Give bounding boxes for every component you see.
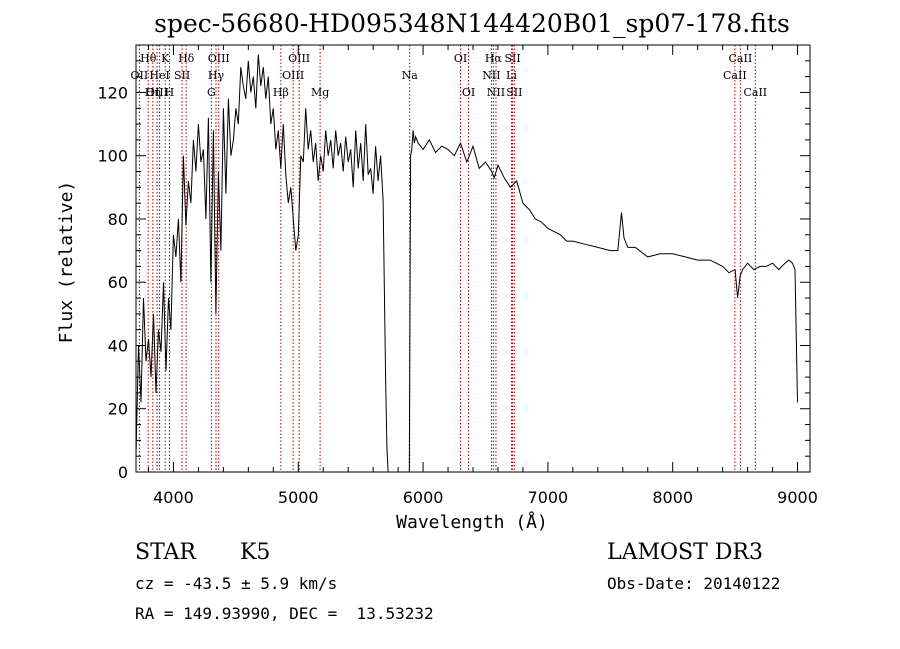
line-label-26: SII <box>506 86 522 99</box>
survey-name: LAMOST DR3 <box>607 540 763 565</box>
redshift-cz: cz = -43.5 ± 5.9 km/s <box>135 574 338 593</box>
x-tick-label: 9000 <box>777 488 818 507</box>
coordinates: RA = 149.93990, DEC = 13.53232 <box>135 604 434 623</box>
line-label-2: Hδ <box>178 52 195 65</box>
line-label-13: OIII <box>282 69 304 82</box>
x-tick-label: 5000 <box>278 488 319 507</box>
spectral-subclass: K5 <box>240 540 271 565</box>
line-label-6: Hα <box>485 52 503 65</box>
line-label-10: HeI <box>149 69 169 82</box>
y-tick-label: 60 <box>108 273 128 292</box>
line-label-27: CaII <box>743 86 767 99</box>
spectral-line-markers <box>138 45 756 472</box>
line-label-21: G <box>207 86 216 99</box>
observation-date: Obs-Date: 20140122 <box>607 574 781 593</box>
line-label-7: SII <box>504 52 520 65</box>
chart-title: spec-56680-HD095348N144420B01_sp07-178.f… <box>154 9 790 38</box>
line-label-19: Hη <box>145 86 161 99</box>
line-label-4: OIII <box>288 52 310 65</box>
line-label-12: Hγ <box>208 69 225 82</box>
x-axis-label: Wavelength (Å) <box>396 511 548 533</box>
line-label-14: Na <box>402 69 419 82</box>
y-axis: 0 20 40 60 80 100 120 <box>97 60 810 482</box>
line-label-23: Mg <box>311 86 329 99</box>
x-tick-label: 6000 <box>403 488 444 507</box>
x-tick-label: 8000 <box>652 488 693 507</box>
y-tick-label: 20 <box>108 400 128 419</box>
line-label-17: CaII <box>723 69 747 82</box>
line-label-5: OI <box>454 52 467 65</box>
line-label-8: CaII <box>729 52 753 65</box>
line-label-20: H <box>165 86 175 99</box>
plot-frame <box>135 44 811 473</box>
x-tick-label: 7000 <box>528 488 569 507</box>
y-tick-label: 80 <box>108 210 128 229</box>
line-label-9: OII <box>131 69 149 82</box>
y-tick-label: 100 <box>97 147 128 166</box>
line-label-11: SII <box>174 69 190 82</box>
spectrum-series-line <box>135 54 798 473</box>
line-label-18: OIII <box>146 86 168 99</box>
line-label-24: OI <box>462 86 475 99</box>
line-label-22: Hβ <box>273 86 289 99</box>
line-label-15: NII <box>482 69 500 82</box>
line-label-3: OIII <box>208 52 230 65</box>
line-label-0: Hθ <box>140 52 157 65</box>
object-type: STAR <box>135 540 196 565</box>
line-label-25: NII <box>487 86 505 99</box>
line-label-16: Li <box>506 69 517 82</box>
y-axis-label: Flux (relative) <box>56 181 77 344</box>
y-tick-label: 0 <box>118 463 128 482</box>
line-label-1: K <box>161 52 170 65</box>
x-axis: 4000 5000 6000 7000 8000 9000 <box>147 45 818 507</box>
y-tick-label: 120 <box>97 83 128 102</box>
y-tick-label: 40 <box>108 336 128 355</box>
x-tick-label: 4000 <box>153 488 194 507</box>
